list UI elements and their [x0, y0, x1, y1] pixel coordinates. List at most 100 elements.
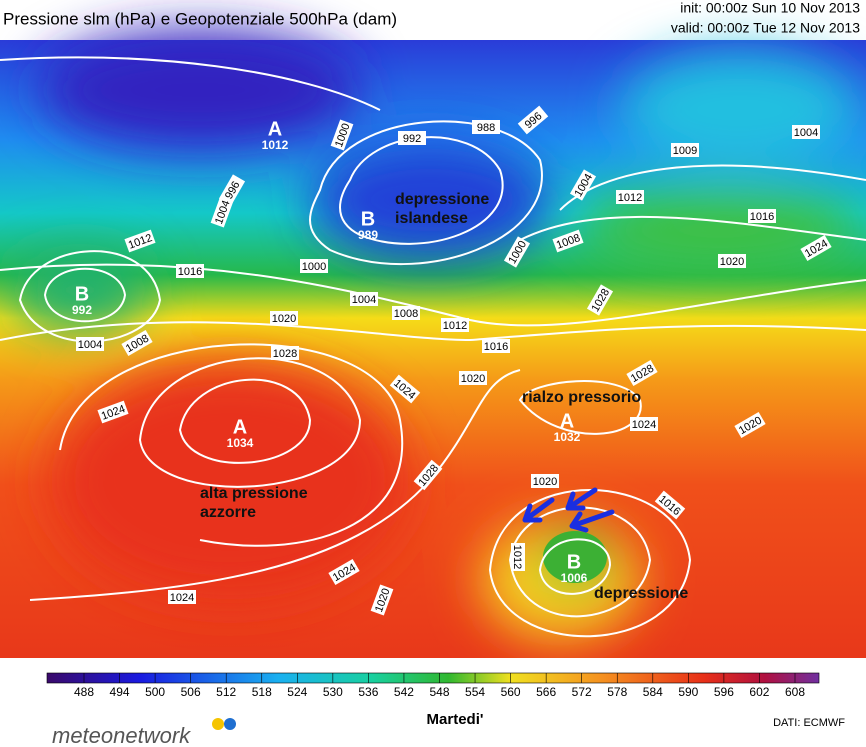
- isobar-label-bg: [482, 339, 510, 353]
- isobar-label: 1016: [176, 264, 204, 278]
- annotation: rialzo pressorio: [522, 389, 641, 406]
- isobar-label-bg: [503, 236, 531, 268]
- isobar-label-bg: [586, 284, 614, 316]
- colorbar-tick-label: 500: [145, 685, 165, 699]
- isobar-label: 1004: [76, 337, 104, 351]
- day-label: Martedi': [427, 711, 484, 728]
- isobar-label: 1009: [671, 143, 699, 157]
- isobar-value: 1020: [720, 256, 744, 268]
- colorbar-tick-label: 536: [358, 685, 378, 699]
- center-letter: B: [75, 283, 89, 305]
- center-letter: A: [268, 118, 282, 140]
- isobar-label-bg: [531, 474, 559, 488]
- isobar-label-bg: [569, 169, 597, 201]
- isobar-label-bg: [792, 125, 820, 139]
- isobar-label: 1028: [271, 346, 299, 360]
- isobar-value: 1020: [272, 313, 296, 325]
- colorbar-tick-label: 506: [181, 685, 201, 699]
- data-source: DATI: ECMWF: [773, 717, 845, 729]
- isobar-label-bg: [97, 400, 129, 424]
- isobar-value: 1004: [352, 294, 376, 306]
- center-letter: B: [567, 551, 581, 573]
- isobar-label: 1016: [482, 339, 510, 353]
- colorbar-tick-label: 566: [536, 685, 556, 699]
- isobar-label-bg: [654, 490, 686, 520]
- annotation-line: alta pressione: [200, 485, 308, 502]
- annotation: alta pressione azzorre: [200, 485, 308, 521]
- isobar-label: 1020: [718, 254, 746, 268]
- isobar-label-bg: [748, 209, 776, 223]
- annotation-line: depressione: [395, 191, 489, 208]
- colorbar-tick-label: 578: [607, 685, 627, 699]
- isobar-label-bg: [176, 264, 204, 278]
- logo-dot: [224, 718, 236, 730]
- isobar-value: 1016: [484, 341, 508, 353]
- isobar-label-bg: [718, 254, 746, 268]
- isobar-label-bg: [511, 543, 525, 571]
- isobar-value: 1012: [511, 545, 523, 569]
- isobar-label: 1016: [748, 209, 776, 223]
- colorbar-tick-label: 590: [678, 685, 698, 699]
- colorbar-tick-label: 524: [287, 685, 307, 699]
- colorbar-tick-label: 530: [323, 685, 343, 699]
- isobar-label: 1012: [441, 318, 469, 332]
- isobar-value: 1016: [750, 211, 774, 223]
- wind-arrows: [522, 487, 615, 533]
- isobar-value: 1020: [533, 476, 557, 488]
- isobar-label: 1020: [270, 311, 298, 325]
- isobar-label-bg: [271, 346, 299, 360]
- isobar-label: 1004: [792, 125, 820, 139]
- colorbar-tick-label: 596: [714, 685, 734, 699]
- valid-time: valid: 00:00z Tue 12 Nov 2013: [671, 20, 860, 36]
- isobar-label-bg: [330, 119, 354, 151]
- isobar-value: 1024: [170, 592, 194, 604]
- colorbar-tick-label: 560: [501, 685, 521, 699]
- isobar-label-bg: [76, 337, 104, 351]
- isobar-label: 1008: [392, 306, 420, 320]
- isobar-label-bg: [370, 584, 394, 616]
- colorbar-tick-label: 512: [216, 685, 236, 699]
- center-value: 1032: [554, 430, 581, 444]
- isobar-label-bg: [168, 590, 196, 604]
- isobar-label: 1024: [168, 590, 196, 604]
- isobar-label: 1020: [531, 474, 559, 488]
- isobar-label: 1004: [350, 292, 378, 306]
- colorbar-tick-label: 488: [74, 685, 94, 699]
- isobar-value: 1000: [302, 261, 326, 273]
- isobar-label-bg: [398, 131, 426, 145]
- isobar-label-bg: [210, 196, 234, 228]
- colorbar-tick-label: 518: [252, 685, 272, 699]
- isobar-label: 1012: [616, 190, 644, 204]
- isobar-value: 1004: [794, 127, 818, 139]
- isobar-value: 1009: [673, 145, 697, 157]
- isobar-value: 1028: [273, 348, 297, 360]
- center-value: 1034: [227, 436, 254, 450]
- colorbar-tick-label: 542: [394, 685, 414, 699]
- isobar-label-bg: [300, 259, 328, 273]
- colorbar-tick-label: 602: [749, 685, 769, 699]
- isobar-label-bg: [218, 174, 246, 206]
- isobar-value: 992: [403, 133, 421, 145]
- colorbar-tick-label: 584: [643, 685, 663, 699]
- title: Pressione slm (hPa) e Geopotenziale 500h…: [3, 9, 397, 28]
- isobar-label: 1024: [630, 417, 658, 431]
- isobar-label-bg: [517, 105, 549, 135]
- isobar-value: 1016: [178, 266, 202, 278]
- isobar-label: 1000: [300, 259, 328, 273]
- annotation: depressione: [594, 585, 688, 602]
- annotation-line: islandese: [395, 210, 468, 227]
- isobar-value: 1012: [443, 320, 467, 332]
- isobar-label-bg: [630, 417, 658, 431]
- isobar-value: 988: [477, 122, 495, 134]
- center-value: 1006: [561, 571, 588, 585]
- isobar-label-bg: [552, 229, 584, 253]
- isobar-label-bg: [671, 143, 699, 157]
- annotation: depressione islandese: [395, 191, 489, 227]
- isobar-label-bg: [350, 292, 378, 306]
- isobar-value: 1004: [78, 339, 102, 351]
- isobar-value: 1008: [394, 308, 418, 320]
- isobar-label-bg: [472, 120, 500, 134]
- center-value: 992: [72, 303, 92, 317]
- isobar-value: 1024: [632, 419, 656, 431]
